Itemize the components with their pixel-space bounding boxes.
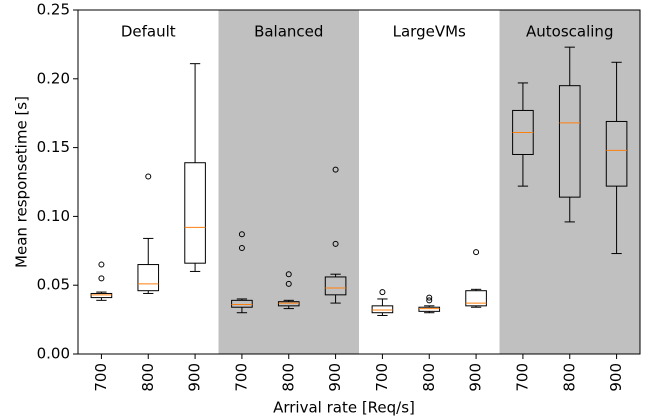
y-tick-label: 0.10 — [37, 207, 70, 225]
flier — [332, 166, 339, 173]
group-label: Autoscaling — [526, 23, 613, 41]
x-tick-label: 900 — [326, 363, 344, 392]
y-tick-label: 0.20 — [37, 69, 70, 87]
x-tick-label: 900 — [607, 363, 625, 392]
box — [90, 292, 113, 299]
x-axis-label: Arrival rate [Req/s] — [273, 399, 415, 417]
x-tick-label: 800 — [279, 363, 297, 392]
x-tick-label: 700 — [232, 363, 250, 392]
y-axis-label: Mean responsetime [s] — [13, 96, 31, 268]
flier — [285, 271, 292, 278]
x-tick-label: 700 — [92, 363, 110, 392]
flier — [238, 231, 245, 238]
flier — [145, 173, 152, 180]
y-tick-label: 0.05 — [37, 276, 70, 294]
x-tick-label: 800 — [420, 363, 438, 392]
box — [558, 85, 581, 198]
box — [137, 264, 160, 292]
box — [465, 290, 487, 307]
box — [324, 276, 347, 296]
box — [605, 120, 628, 187]
flier — [285, 280, 292, 287]
box — [418, 306, 441, 312]
box — [231, 299, 253, 308]
flier — [473, 249, 480, 256]
y-tick-label: 0.15 — [37, 138, 70, 156]
flier — [426, 294, 433, 301]
group-shade — [218, 10, 359, 354]
flier — [238, 245, 245, 252]
x-tick-label: 900 — [186, 363, 204, 392]
y-tick-label: 0.00 — [37, 345, 70, 363]
x-tick-label: 700 — [373, 363, 391, 392]
flier — [426, 297, 433, 304]
box — [371, 305, 394, 314]
x-tick-label: 800 — [560, 363, 578, 392]
x-tick-label: 700 — [513, 363, 531, 392]
x-tick-label: 800 — [139, 363, 157, 392]
group-label: Default — [121, 23, 176, 41]
group-label: Balanced — [254, 23, 323, 41]
flier — [379, 289, 386, 296]
box — [184, 162, 206, 264]
plot-frame — [77, 9, 641, 355]
flier — [98, 275, 105, 282]
box — [277, 301, 300, 307]
x-tick-label: 900 — [467, 363, 485, 392]
flier — [332, 240, 339, 247]
y-tick-label: 0.25 — [37, 1, 70, 19]
flier — [98, 261, 105, 268]
group-label: LargeVMs — [393, 23, 466, 41]
